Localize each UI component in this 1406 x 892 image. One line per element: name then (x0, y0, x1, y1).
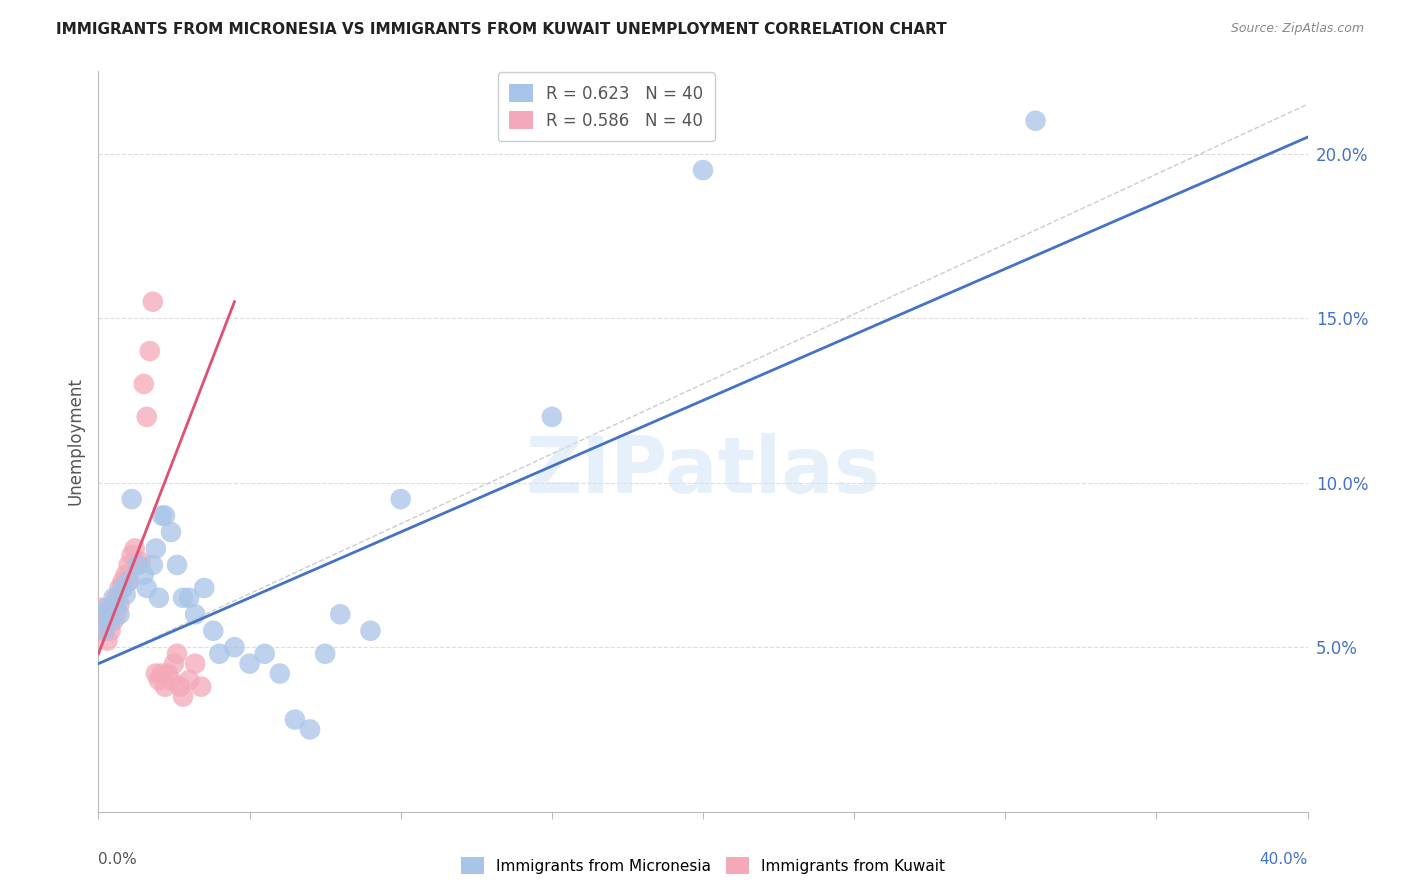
Point (239, 657, 262, 671)
Point (100, 607, 122, 622)
Point (299, 723, 322, 737)
Point (208, 647, 231, 661)
Point (114, 567, 136, 582)
Point (150, 508, 173, 523)
Point (118, 574, 141, 589)
Point (132, 376, 155, 391)
Point (184, 607, 207, 622)
Point (118, 574, 141, 589)
Point (184, 657, 207, 671)
Point (269, 666, 291, 681)
Legend: Immigrants from Micronesia, Immigrants from Kuwait: Immigrants from Micronesia, Immigrants f… (454, 851, 952, 880)
Point (111, 581, 134, 595)
Point (103, 614, 125, 628)
Point (93, 607, 115, 622)
Point (329, 607, 352, 622)
Text: Source: ZipAtlas.com: Source: ZipAtlas.com (1230, 22, 1364, 36)
Point (111, 574, 134, 589)
Point (121, 548, 143, 562)
Point (314, 647, 336, 661)
Point (127, 558, 149, 572)
Point (148, 673, 170, 687)
Point (148, 591, 170, 605)
Point (160, 524, 183, 539)
Point (169, 680, 191, 694)
Point (124, 541, 146, 556)
Point (153, 508, 176, 523)
Point (114, 588, 136, 602)
Text: IMMIGRANTS FROM MICRONESIA VS IMMIGRANTS FROM KUWAIT UNEMPLOYMENT CORRELATION CH: IMMIGRANTS FROM MICRONESIA VS IMMIGRANTS… (56, 22, 948, 37)
Point (190, 680, 212, 694)
Y-axis label: Unemployment: Unemployment (66, 377, 84, 506)
Point (389, 492, 412, 507)
Point (90, 607, 112, 622)
Point (360, 624, 382, 638)
Point (118, 558, 141, 572)
Point (142, 558, 165, 572)
Point (93, 624, 115, 638)
Point (105, 591, 128, 605)
Point (100, 624, 122, 638)
Point (108, 581, 131, 595)
Point (96, 600, 118, 615)
Point (193, 581, 215, 595)
Point (135, 409, 157, 424)
Point (108, 598, 131, 612)
Point (135, 581, 157, 595)
Point (202, 624, 225, 638)
Point (145, 666, 167, 681)
Point (100, 614, 122, 628)
Point (93, 624, 115, 638)
Point (90, 614, 112, 628)
Point (172, 690, 194, 704)
Text: 40.0%: 40.0% (1260, 853, 1308, 867)
Point (1024, 113, 1046, 128)
Point (150, 666, 173, 681)
Point (96, 633, 118, 648)
Point (160, 673, 183, 687)
Text: 0.0%: 0.0% (98, 853, 138, 867)
Legend: R = 0.623   N = 40, R = 0.586   N = 40: R = 0.623 N = 40, R = 0.586 N = 40 (498, 72, 714, 141)
Point (105, 598, 128, 612)
Point (103, 591, 125, 605)
Point (224, 640, 246, 655)
Point (163, 657, 186, 671)
Point (108, 607, 131, 622)
Point (96, 614, 118, 628)
Point (153, 680, 176, 694)
Point (142, 294, 165, 309)
Point (90, 600, 112, 615)
Point (166, 647, 188, 661)
Point (166, 558, 188, 572)
Text: ZIPatlas: ZIPatlas (526, 434, 880, 509)
Point (129, 555, 152, 569)
Point (145, 541, 167, 556)
Point (103, 598, 125, 612)
Point (139, 344, 162, 359)
Point (692, 163, 714, 178)
Point (172, 591, 194, 605)
Point (111, 581, 134, 595)
Point (179, 591, 201, 605)
Point (156, 666, 179, 681)
Point (284, 713, 307, 727)
Point (121, 492, 143, 507)
Point (127, 558, 149, 572)
Point (540, 409, 562, 424)
Point (105, 607, 128, 622)
Point (132, 567, 155, 582)
Point (179, 673, 201, 687)
Point (253, 647, 276, 661)
